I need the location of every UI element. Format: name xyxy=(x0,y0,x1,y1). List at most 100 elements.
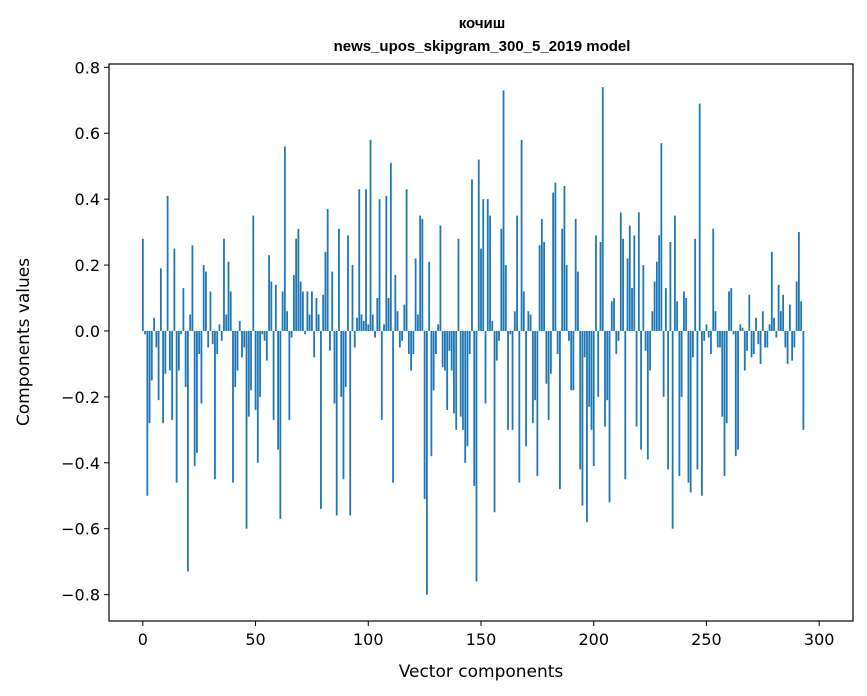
bar xyxy=(757,330,760,345)
bar xyxy=(270,281,273,331)
bar xyxy=(734,330,737,457)
bar xyxy=(347,235,349,331)
bar xyxy=(590,330,593,430)
bar xyxy=(710,330,712,355)
bar xyxy=(725,330,728,424)
bar xyxy=(166,195,169,331)
bar xyxy=(398,330,401,348)
bar xyxy=(331,271,334,331)
bar xyxy=(367,324,370,331)
bar xyxy=(658,235,661,331)
bar xyxy=(421,218,424,331)
bar xyxy=(320,330,322,509)
bar xyxy=(236,330,239,371)
x-tick-label: 250 xyxy=(691,630,722,649)
bar xyxy=(220,330,223,341)
bar xyxy=(748,294,751,331)
bar xyxy=(351,265,354,331)
bar xyxy=(268,255,270,331)
bar xyxy=(369,139,372,331)
bar xyxy=(775,330,778,338)
bar xyxy=(608,330,611,503)
bar xyxy=(216,330,219,355)
bar xyxy=(162,330,165,424)
bar xyxy=(482,199,485,331)
bar xyxy=(274,284,277,331)
bar xyxy=(549,330,552,374)
bar xyxy=(574,218,577,331)
x-axis-label: Vector components xyxy=(399,662,564,682)
bar xyxy=(205,271,207,331)
bar xyxy=(441,330,444,368)
bar xyxy=(777,284,780,331)
bar xyxy=(606,330,609,401)
bar xyxy=(662,330,665,397)
bar xyxy=(554,182,557,331)
bar xyxy=(329,330,331,351)
y-tick-label: −0.2 xyxy=(61,388,100,407)
bar xyxy=(653,281,656,331)
bar xyxy=(694,238,697,331)
bar xyxy=(723,330,726,476)
bar xyxy=(703,330,706,341)
bar xyxy=(518,330,521,483)
bar xyxy=(610,301,613,331)
bar xyxy=(770,251,773,331)
bar xyxy=(669,241,672,331)
bar xyxy=(223,238,225,331)
bar xyxy=(301,291,304,331)
bar xyxy=(288,330,291,420)
bar xyxy=(304,330,307,335)
bar xyxy=(664,288,667,331)
bar xyxy=(642,265,645,331)
bar xyxy=(545,330,548,384)
bar xyxy=(439,225,442,331)
bar xyxy=(254,330,257,411)
bar xyxy=(423,330,426,500)
bar xyxy=(207,330,210,348)
bar xyxy=(376,298,379,331)
bar xyxy=(633,235,636,331)
bar xyxy=(752,330,755,355)
bar xyxy=(489,215,491,331)
bar xyxy=(651,311,654,331)
bar xyxy=(570,330,573,391)
bar xyxy=(484,330,487,404)
bar xyxy=(628,225,631,331)
bar xyxy=(387,298,390,331)
bar xyxy=(673,215,676,331)
bar xyxy=(279,330,282,519)
chart-title-line-2: news_upos_skipgram_300_5_2019 model xyxy=(334,38,631,55)
bar xyxy=(534,330,537,401)
bar xyxy=(342,330,345,480)
bar xyxy=(568,330,570,341)
bar xyxy=(153,317,155,331)
bar xyxy=(245,330,248,529)
bar xyxy=(678,330,681,476)
bar xyxy=(464,330,467,463)
bar xyxy=(716,330,719,348)
bar xyxy=(272,330,275,420)
bar xyxy=(626,258,629,331)
bar xyxy=(453,330,455,414)
bar xyxy=(177,330,180,371)
bar xyxy=(692,330,694,358)
bar xyxy=(480,248,482,331)
bar xyxy=(779,311,782,331)
bar xyxy=(649,330,651,371)
bar xyxy=(531,330,534,424)
bar xyxy=(516,215,518,331)
bar xyxy=(595,235,597,331)
bar xyxy=(788,304,791,331)
bar xyxy=(782,294,785,331)
bar xyxy=(394,274,397,331)
y-tick-label: 0.0 xyxy=(75,322,100,341)
y-tick-label: −0.4 xyxy=(61,454,100,473)
bar xyxy=(714,311,717,331)
bar xyxy=(617,330,620,341)
bar xyxy=(326,209,329,331)
bar xyxy=(619,212,622,331)
bar xyxy=(446,330,449,411)
bar xyxy=(173,248,176,331)
x-tick-label: 300 xyxy=(804,630,835,649)
